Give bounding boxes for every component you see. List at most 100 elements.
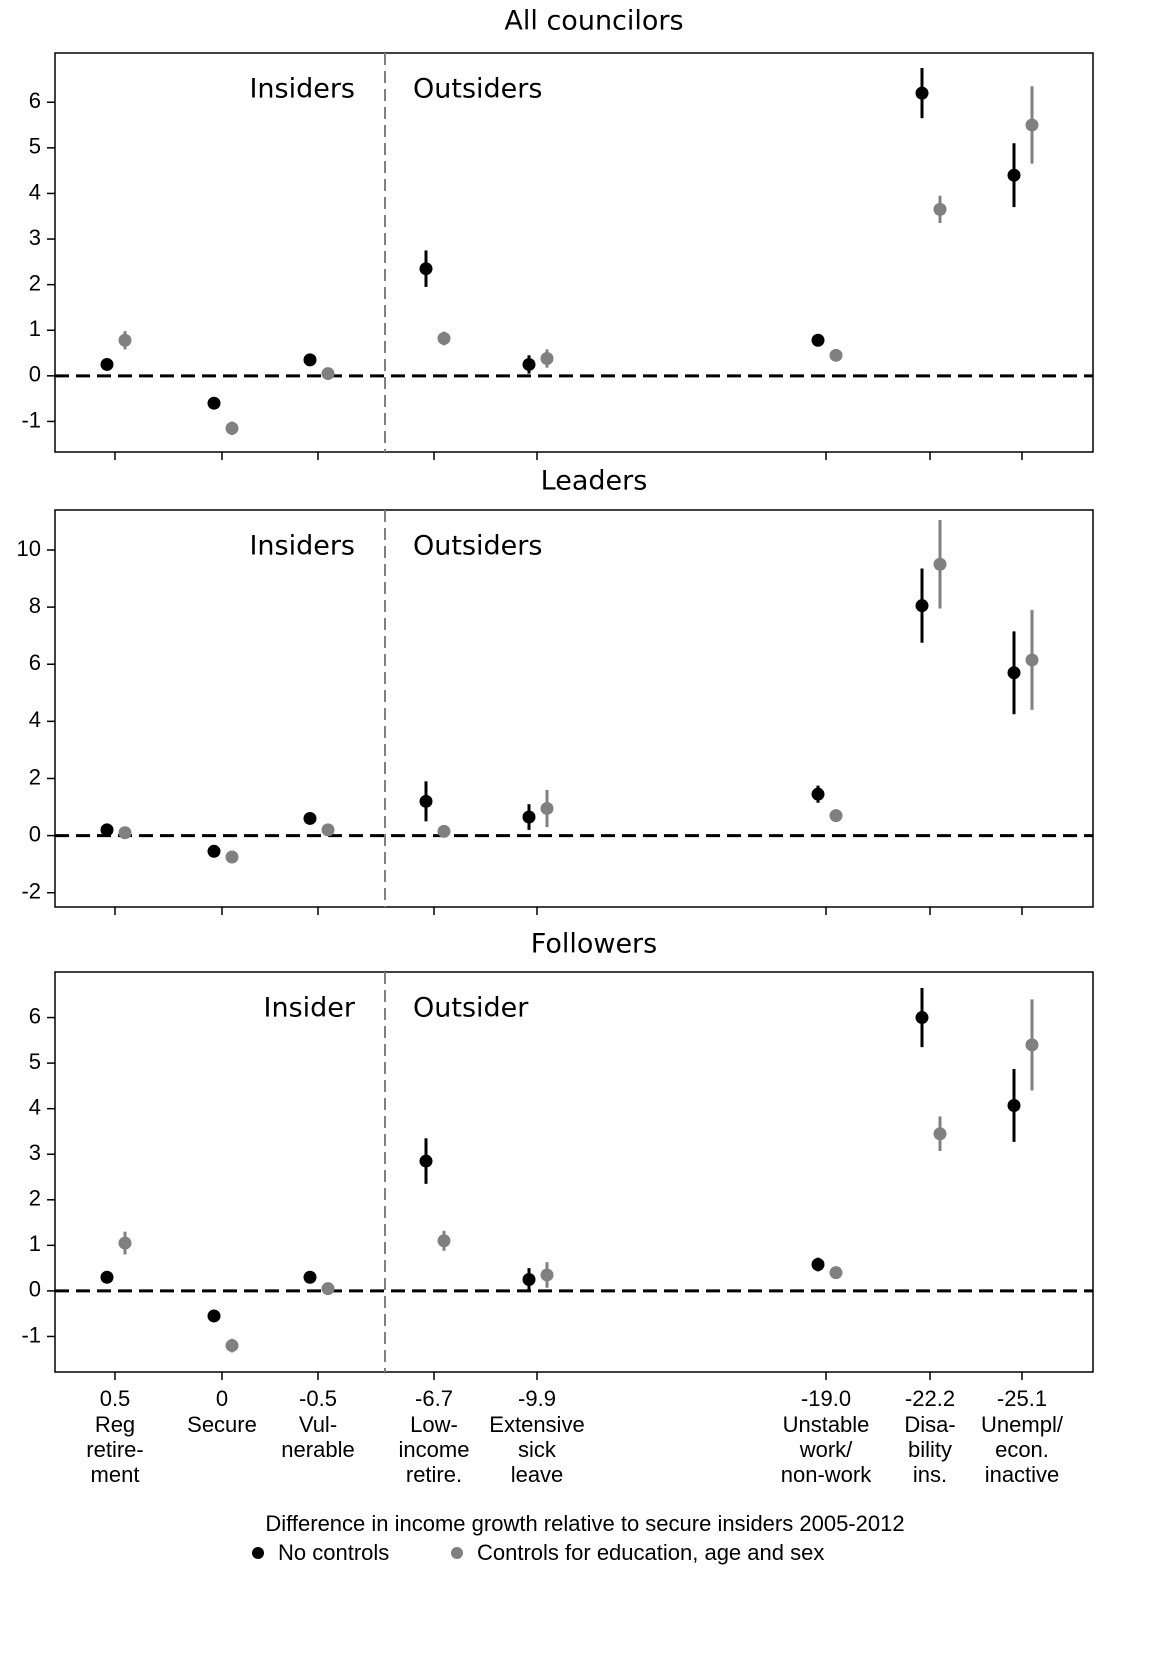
x-tick-label: econ. <box>995 1437 1049 1462</box>
y-tick-label: -1 <box>21 1322 41 1347</box>
point <box>933 202 947 216</box>
point <box>522 1273 536 1287</box>
x-tick-label: ment <box>91 1462 140 1487</box>
y-tick-label: 1 <box>29 316 41 341</box>
point <box>1025 653 1039 667</box>
x-tick-label: retire- <box>86 1437 143 1462</box>
x-tick-label: Extensive <box>489 1412 584 1437</box>
y-tick-label: 10 <box>17 536 41 561</box>
legend-marker <box>252 1547 264 1559</box>
point <box>540 801 554 815</box>
y-tick-label: 2 <box>29 1186 41 1211</box>
x-tick-label: income <box>399 1437 470 1462</box>
y-tick-label: 3 <box>29 1140 41 1165</box>
y-tick-label: 4 <box>29 707 41 732</box>
point <box>829 809 843 823</box>
x-tick-label: nerable <box>281 1437 354 1462</box>
x-tick-value: -22.2 <box>905 1386 955 1411</box>
point <box>225 850 239 864</box>
y-tick-label: 2 <box>29 764 41 789</box>
point <box>225 1339 239 1353</box>
y-tick-label: 3 <box>29 225 41 250</box>
x-tick-value: -19.0 <box>801 1386 851 1411</box>
group-label: Insiders <box>249 531 355 562</box>
point <box>915 599 929 613</box>
x-tick-value: 0.5 <box>100 1386 131 1411</box>
x-tick-label: Secure <box>187 1412 257 1437</box>
y-tick-label: 5 <box>29 134 41 159</box>
legend-label: No controls <box>278 1540 389 1565</box>
point <box>118 826 132 840</box>
point <box>933 557 947 571</box>
point <box>100 357 114 371</box>
y-tick-label: 6 <box>29 1003 41 1028</box>
point <box>207 1309 221 1323</box>
point <box>321 823 335 837</box>
x-tick-label: Low- <box>410 1412 458 1437</box>
y-tick-label: 0 <box>29 362 41 387</box>
point <box>522 357 536 371</box>
y-tick-label: 2 <box>29 270 41 295</box>
panel-title: All councilors <box>504 6 683 37</box>
x-tick-label: retire. <box>406 1462 462 1487</box>
point <box>303 353 317 367</box>
point <box>303 811 317 825</box>
point <box>829 1266 843 1280</box>
point <box>118 1236 132 1250</box>
panel-title: Leaders <box>541 466 648 497</box>
point <box>303 1270 317 1284</box>
y-tick-label: -1 <box>21 407 41 432</box>
point <box>1025 118 1039 132</box>
group-label: Outsiders <box>413 531 542 562</box>
x-tick-value: -6.7 <box>415 1386 453 1411</box>
x-tick-label: inactive <box>985 1462 1060 1487</box>
x-tick-label: non-work <box>781 1462 872 1487</box>
group-label: Insider <box>264 993 356 1024</box>
panel-title: Followers <box>531 929 657 960</box>
y-tick-label: 1 <box>29 1231 41 1256</box>
point <box>829 348 843 362</box>
point <box>540 1268 554 1282</box>
point <box>118 333 132 347</box>
x-tick-value: 0 <box>216 1386 228 1411</box>
point <box>100 1270 114 1284</box>
point <box>437 1234 451 1248</box>
point <box>915 1011 929 1025</box>
point <box>419 262 433 276</box>
x-tick-value: -0.5 <box>299 1386 337 1411</box>
plot-frame <box>54 52 1094 453</box>
y-tick-label: 0 <box>29 821 41 846</box>
x-tick-label: bility <box>908 1437 952 1462</box>
x-tick-label: sick <box>518 1437 557 1462</box>
group-label: Insiders <box>249 74 355 105</box>
y-tick-label: 8 <box>29 593 41 618</box>
y-tick-label: -2 <box>21 879 41 904</box>
x-tick-label: work/ <box>799 1437 853 1462</box>
x-tick-label: Disa- <box>904 1412 955 1437</box>
plot-frame <box>54 971 1094 1373</box>
point <box>100 823 114 837</box>
point <box>811 1257 825 1271</box>
y-tick-label: 0 <box>29 1277 41 1302</box>
point <box>207 396 221 410</box>
x-tick-label: Unempl/ <box>981 1412 1064 1437</box>
x-tick-label: Vul- <box>299 1412 337 1437</box>
legend-marker <box>451 1547 463 1559</box>
x-tick-value: -25.1 <box>997 1386 1047 1411</box>
x-tick-label: Unstable <box>783 1412 870 1437</box>
point <box>437 824 451 838</box>
point <box>419 794 433 808</box>
point <box>419 1154 433 1168</box>
x-tick-label: leave <box>511 1462 564 1487</box>
point <box>321 367 335 381</box>
point <box>811 333 825 347</box>
point <box>225 421 239 435</box>
point <box>811 787 825 801</box>
point <box>540 352 554 366</box>
point <box>522 810 536 824</box>
x-tick-value: -9.9 <box>518 1386 556 1411</box>
point <box>933 1127 947 1141</box>
point <box>1007 168 1021 182</box>
point <box>915 86 929 100</box>
